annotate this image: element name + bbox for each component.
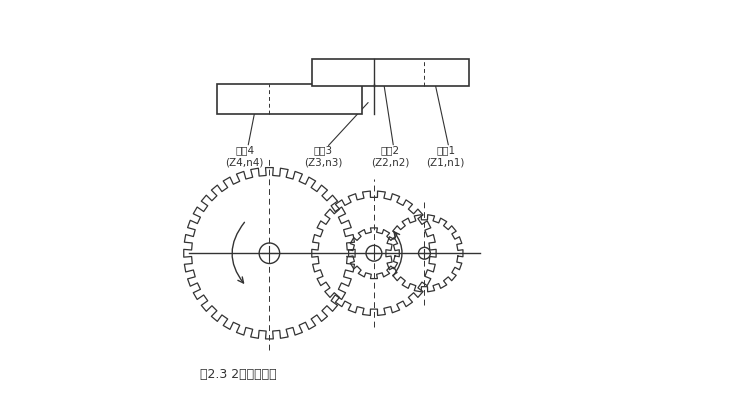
Text: 歯車4
(Z4,n4): 歯車4 (Z4,n4) [226,146,263,167]
Bar [312,59,468,86]
Text: 歯車2
(Z2,n2): 歯車2 (Z2,n2) [371,146,410,167]
Text: 図2.3 2段歯車機構: 図2.3 2段歯車機構 [201,368,277,382]
Text: 歯車1
(Z1,n1): 歯車1 (Z1,n1) [426,146,465,167]
Bar [217,84,362,114]
Text: 歯車3
(Z3,n3): 歯車3 (Z3,n3) [304,146,343,167]
